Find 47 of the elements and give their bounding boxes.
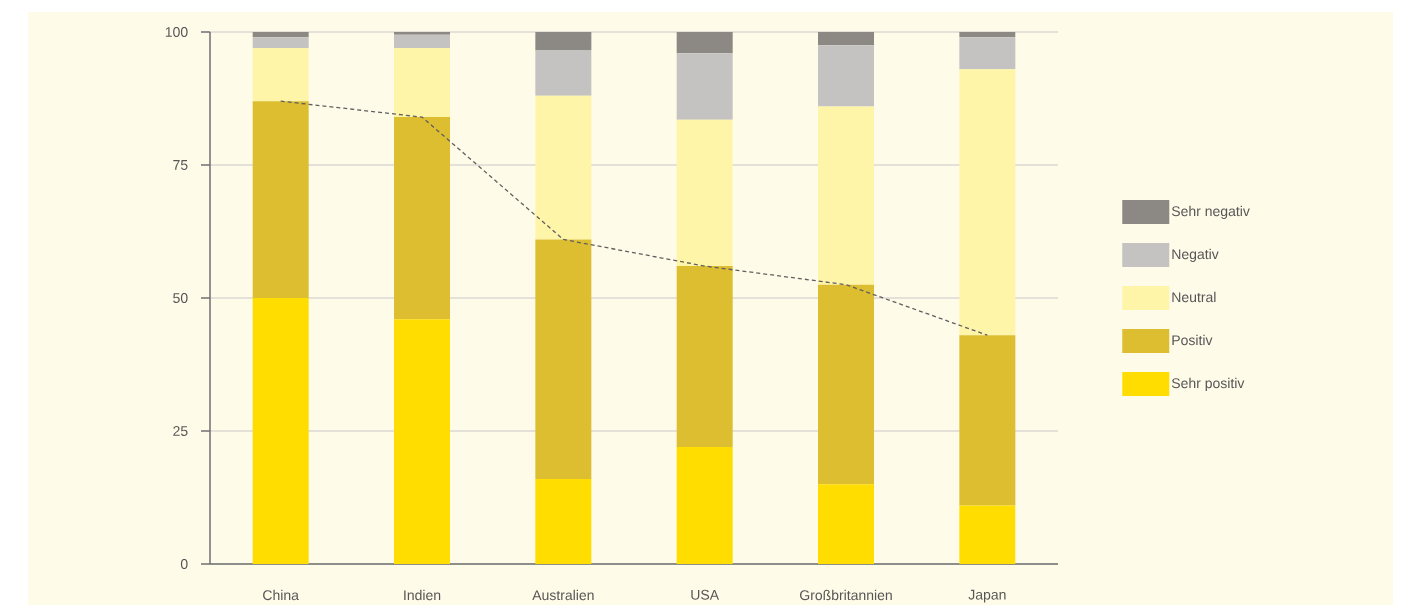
y-tick-label: 50 xyxy=(173,293,188,303)
bar xyxy=(535,239,592,479)
bar xyxy=(535,478,592,564)
line-series xyxy=(280,100,988,336)
bar xyxy=(394,117,451,320)
bar xyxy=(959,335,1016,506)
y-tick-label: 75 xyxy=(173,160,188,170)
bar xyxy=(818,31,875,46)
bar xyxy=(535,50,592,96)
bar xyxy=(252,37,309,48)
x-tick-label: Australien xyxy=(532,589,594,601)
bar xyxy=(535,31,592,51)
x-tick-label: USA xyxy=(691,589,720,600)
bar xyxy=(676,53,733,120)
bar xyxy=(252,101,309,298)
x-tick-label: Indien xyxy=(404,589,441,601)
bar xyxy=(818,45,875,107)
bar xyxy=(959,31,1016,38)
x-tick-label: China xyxy=(263,589,299,601)
legend-label: Neutral xyxy=(1172,291,1216,303)
legend-label: Sehr positiv xyxy=(1171,377,1245,391)
y-tick-label: 25 xyxy=(173,426,188,436)
bar xyxy=(818,484,875,564)
bar xyxy=(676,31,733,54)
bar xyxy=(394,319,451,564)
bar xyxy=(959,37,1016,70)
legend-label: Sehr negativ xyxy=(1171,205,1250,219)
bar xyxy=(818,106,875,285)
legend-label: Negativ xyxy=(1172,248,1219,262)
bar xyxy=(959,505,1016,564)
bar xyxy=(676,446,733,564)
bar xyxy=(394,47,451,118)
bar xyxy=(252,298,309,564)
x-tick-label: Großbritannien xyxy=(800,589,892,601)
bar xyxy=(676,119,733,267)
bar xyxy=(252,47,309,102)
y-tick-label: 100 xyxy=(165,27,188,37)
y-tick-label: 0 xyxy=(180,559,188,569)
bar xyxy=(394,34,451,48)
bar xyxy=(676,266,733,447)
bar xyxy=(252,31,309,38)
legend-label: Positiv xyxy=(1172,334,1213,346)
x-tick-label: Japan xyxy=(968,589,1006,603)
bar xyxy=(394,31,451,35)
bar xyxy=(818,284,875,485)
bar xyxy=(959,69,1016,336)
bar xyxy=(535,95,592,240)
